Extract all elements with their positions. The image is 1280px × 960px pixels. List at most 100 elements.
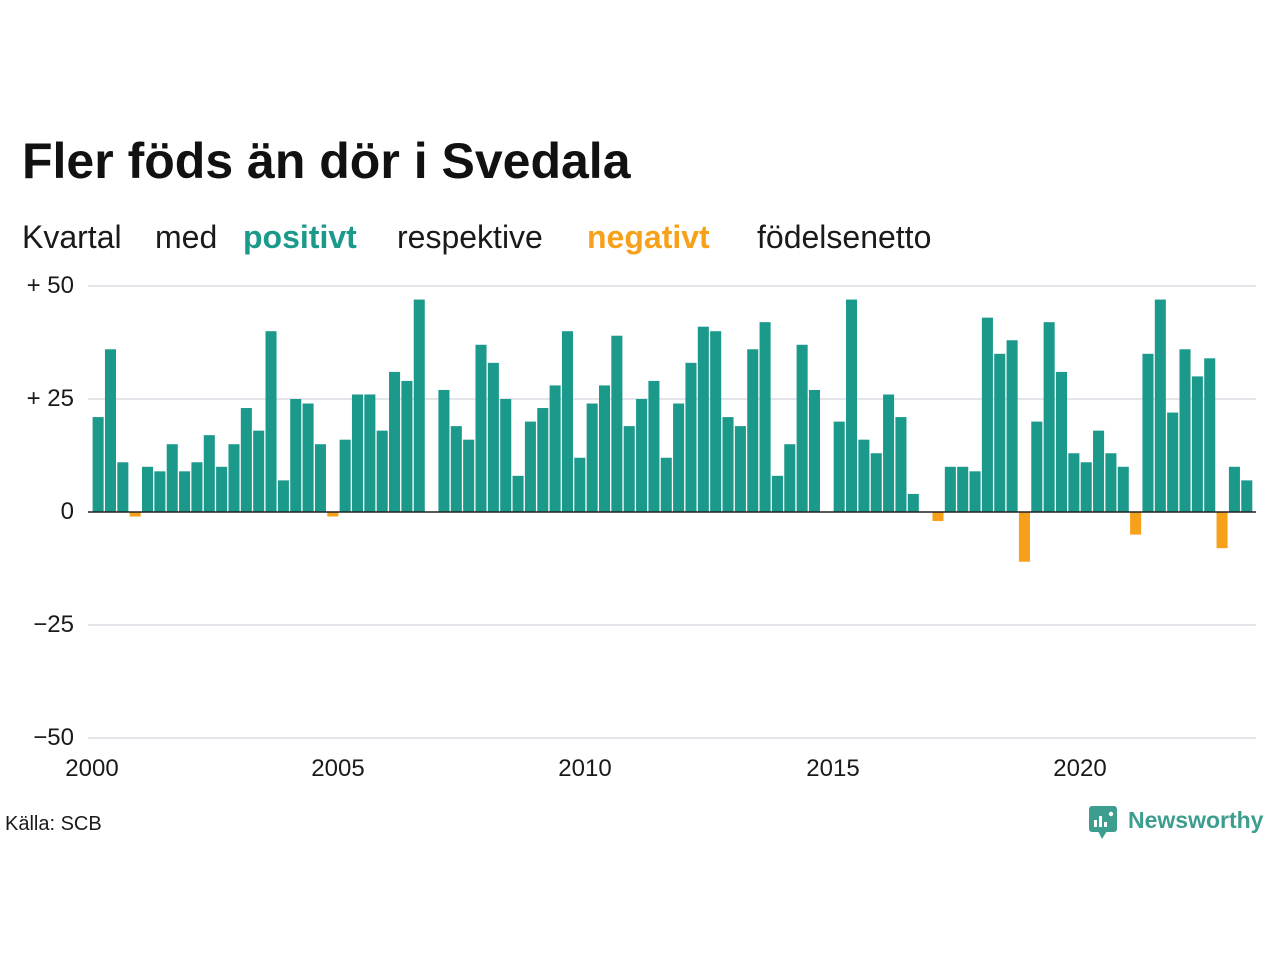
y-tick-label: −50 (33, 724, 74, 751)
bar-2021-Q1 (1130, 512, 1142, 535)
bar-2018-Q1 (981, 317, 993, 512)
subtitle-negative-label: negativt (587, 219, 710, 255)
bar-2016-Q1 (883, 394, 895, 512)
bar-2010-Q4 (623, 426, 635, 512)
bar-2005-Q1 (339, 439, 351, 512)
bar-2023-Q1 (1228, 466, 1240, 512)
chart-title: Fler föds än dör i Svedala (22, 133, 631, 189)
bar-2022-Q3 (1204, 358, 1216, 512)
bar-2015-Q4 (870, 453, 882, 512)
subtitle-word: med (155, 219, 218, 255)
bar-2000-Q4 (129, 512, 141, 517)
bar-2019-Q1 (1031, 421, 1043, 512)
bar-2013-Q2 (747, 349, 759, 512)
bar-2011-Q2 (648, 380, 660, 512)
subtitle-positive-label: positivt (243, 219, 357, 255)
bar-2011-Q1 (636, 399, 648, 512)
bar-2002-Q3 (216, 466, 228, 512)
bar-2022-Q4 (1216, 512, 1228, 549)
bar-2004-Q2 (302, 403, 314, 512)
y-tick-label: + 50 (26, 272, 74, 299)
newsworthy-logo-icon (1089, 806, 1117, 839)
bar-2022-Q1 (1179, 349, 1191, 512)
bar-2017-Q3 (957, 466, 969, 512)
bar-2020-Q3 (1105, 453, 1117, 512)
newsworthy-logo-text: Newsworthy (1128, 807, 1264, 833)
bar-2020-Q2 (1093, 430, 1105, 512)
x-tick-label: 2005 (311, 755, 365, 782)
bar-2012-Q3 (710, 331, 722, 512)
bar-2013-Q4 (771, 475, 783, 512)
bar-2004-Q3 (314, 444, 326, 512)
bar-2020-Q4 (1117, 466, 1129, 512)
bar-2003-Q4 (277, 480, 289, 512)
bar-2009-Q2 (549, 385, 561, 512)
bar-2010-Q2 (598, 385, 611, 512)
bar-2019-Q2 (1043, 322, 1055, 512)
y-tick-label: + 25 (26, 385, 74, 412)
bar-2019-Q4 (1068, 453, 1080, 512)
bar-2005-Q4 (376, 430, 388, 512)
bar-2007-Q3 (463, 439, 475, 512)
bar-2022-Q2 (1191, 376, 1203, 512)
bar-2000-Q2 (104, 349, 116, 512)
bar-2013-Q3 (759, 322, 771, 512)
bar-2005-Q2 (351, 394, 364, 512)
bar-2003-Q2 (253, 430, 265, 512)
x-tick-label: 2020 (1053, 755, 1107, 782)
bar-2008-Q2 (500, 399, 512, 512)
bar-2010-Q1 (586, 403, 598, 512)
bar-2017-Q2 (944, 466, 956, 512)
bar-2006-Q1 (389, 371, 401, 512)
bar-2004-Q1 (290, 399, 302, 512)
bar-2014-Q3 (808, 389, 821, 512)
bar-2014-Q2 (796, 344, 808, 512)
bar-2009-Q4 (574, 457, 586, 512)
bar-2003-Q3 (265, 331, 277, 512)
bar-2008-Q4 (524, 421, 536, 512)
bar-2023-Q2 (1241, 480, 1253, 512)
bar-2002-Q2 (203, 435, 215, 512)
bar-2000-Q1 (92, 417, 104, 512)
bar-2019-Q3 (1055, 371, 1068, 512)
bar-2015-Q2 (846, 299, 858, 512)
bar-2012-Q4 (722, 417, 734, 512)
x-tick-label: 2000 (65, 755, 119, 782)
bar-2001-Q2 (154, 471, 166, 512)
bar-2014-Q1 (784, 444, 796, 512)
subtitle-word: respektive (397, 219, 543, 255)
bar-2009-Q3 (561, 331, 573, 512)
bar-2009-Q1 (537, 408, 549, 512)
subtitle-word: födelsenetto (757, 219, 932, 255)
bar-2010-Q3 (611, 335, 623, 512)
bar-2011-Q3 (660, 457, 672, 512)
bar-2004-Q4 (327, 512, 339, 517)
bar-2003-Q1 (240, 408, 252, 512)
bar-2015-Q3 (858, 439, 870, 512)
subtitle-word: Kvartal (22, 219, 122, 255)
bar-2008-Q1 (487, 362, 499, 512)
bar-2002-Q1 (191, 462, 203, 512)
bar-2006-Q3 (413, 299, 425, 512)
bar-2001-Q1 (142, 466, 154, 512)
bar-2012-Q1 (685, 362, 697, 512)
bar-2020-Q1 (1080, 462, 1092, 512)
x-tick-label: 2015 (806, 755, 860, 782)
bar-2021-Q2 (1142, 353, 1154, 512)
bar-2012-Q2 (697, 326, 709, 512)
bar-2001-Q3 (166, 444, 178, 512)
bar-2021-Q4 (1167, 412, 1179, 512)
bar-2017-Q4 (969, 471, 981, 512)
bar-2015-Q1 (833, 421, 845, 512)
bar-2021-Q3 (1154, 299, 1166, 512)
bar-2007-Q1 (438, 389, 450, 512)
bar-2002-Q4 (228, 444, 240, 512)
bar-2001-Q4 (179, 471, 191, 512)
x-tick-label: 2010 (558, 755, 612, 782)
bar-2018-Q4 (1018, 512, 1030, 562)
bar-2018-Q2 (994, 353, 1006, 512)
bars (92, 299, 1253, 562)
bar-2017-Q1 (932, 512, 944, 522)
bar-2016-Q3 (907, 493, 919, 512)
